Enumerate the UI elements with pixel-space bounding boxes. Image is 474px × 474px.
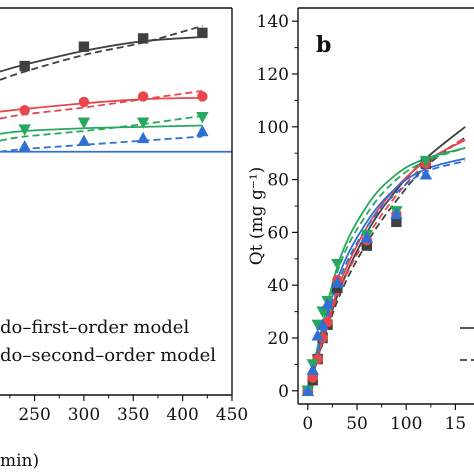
series-2-point-2 <box>136 117 150 129</box>
b-series-3-point-1 <box>306 363 319 375</box>
series-2-point-0 <box>18 124 31 136</box>
panel-b-x-tick-label-2: 100 <box>390 414 422 434</box>
panel-b-y-tick-label-2: 40 <box>267 276 289 296</box>
panel-b-label: b <box>316 32 331 58</box>
series-3-fit-dashed <box>0 135 203 153</box>
series-1-point-3 <box>197 91 208 102</box>
b-series-3-fit-solid <box>306 157 466 392</box>
b-series-2-point-8 <box>419 155 433 168</box>
panel-a-x-tick-label-3: 400 <box>166 405 198 425</box>
b-series-2-fit-dashed <box>306 147 466 392</box>
panel-b-y-tick-label-0: 0 <box>278 382 289 402</box>
b-series-3-point-0 <box>301 384 315 396</box>
series-2-point-1 <box>77 117 91 129</box>
b-series-0-point-5 <box>332 282 343 294</box>
panel-b-y-axis-title: Qt (mg g⁻¹) <box>247 167 267 266</box>
panel-b-plot <box>301 126 466 397</box>
panel-b-x-tick-label-0: 0 <box>302 414 313 434</box>
b-series-0-fit-dashed <box>306 136 466 392</box>
series-3-point-2 <box>136 131 150 144</box>
b-series-3-point-7 <box>390 207 403 220</box>
b-series-1-fit-solid <box>306 139 466 392</box>
panel-b-y-tick-label-3: 60 <box>267 223 289 243</box>
b-series-3-point-8 <box>419 168 433 180</box>
b-series-1-point-1 <box>307 372 318 383</box>
b-series-2-fit-solid <box>306 147 466 392</box>
series-0-point-3 <box>197 27 208 39</box>
panel-a: 250 300 350 400 450 min) do–first–order model d… <box>0 7 248 471</box>
series-1-fit-dashed <box>0 90 203 120</box>
series-0-point-1 <box>78 41 90 52</box>
panel-b-y-tick-label-5: 100 <box>257 118 289 138</box>
b-series-3-point-2 <box>311 329 324 341</box>
series-0-fit-solid <box>0 36 203 73</box>
panel-a-x-tick-label-4: 450 <box>216 405 248 425</box>
b-series-0-point-6 <box>361 240 373 251</box>
series-2-point-3 <box>196 111 209 124</box>
panel-b-y-tick-label-7: 140 <box>257 12 289 32</box>
panel-b-x-tick-label-3: 15 <box>445 414 467 434</box>
b-series-0-fit-solid <box>306 126 466 392</box>
b-series-3-point-5 <box>331 276 344 288</box>
b-series-3-fit-dashed <box>306 160 466 392</box>
panel-b-y-tick-label-1: 20 <box>267 329 289 349</box>
panel-a-x-tick-label-1: 300 <box>68 405 100 425</box>
panel-a-legend-label-0: do–first–order model <box>0 317 189 338</box>
series-3-point-3 <box>196 124 209 137</box>
panel-b-y-tick-label-4: 80 <box>267 171 289 191</box>
panel-b-x-tick-label-1: 50 <box>346 414 368 434</box>
series-2-fit-dashed <box>0 114 203 142</box>
b-series-2-point-3 <box>316 306 329 318</box>
panel-a-plot <box>0 25 232 153</box>
b-series-1-fit-dashed <box>306 136 466 392</box>
panel-b: 0 20 40 60 80 100 120 140 0 50 100 15 Qt (mg g⁻¹) b <box>247 7 474 434</box>
series-1-point-1 <box>78 96 90 108</box>
panel-a-x-tick-label-2: 350 <box>117 405 149 425</box>
series-0-fit-dashed <box>0 25 203 81</box>
panel-a-legend-label-1: do–second–order model <box>0 345 216 366</box>
panel-a-x-axis-title: min) <box>0 451 39 471</box>
b-series-3-point-4 <box>321 297 334 309</box>
b-series-0-point-7 <box>391 216 402 228</box>
panel-b-y-tick-label-6: 120 <box>257 65 289 85</box>
series-3-point-0 <box>18 140 31 152</box>
series-1-point-2 <box>137 91 149 102</box>
panel-a-x-tick-label-0: 250 <box>18 405 50 425</box>
series-1-point-0 <box>19 105 30 116</box>
series-3-point-1 <box>77 134 91 146</box>
series-0-point-0 <box>19 60 30 72</box>
series-0-point-2 <box>137 33 149 44</box>
b-series-3-point-3 <box>316 318 329 330</box>
b-series-2-point-5 <box>331 258 344 271</box>
b-series-3-point-6 <box>360 231 374 243</box>
